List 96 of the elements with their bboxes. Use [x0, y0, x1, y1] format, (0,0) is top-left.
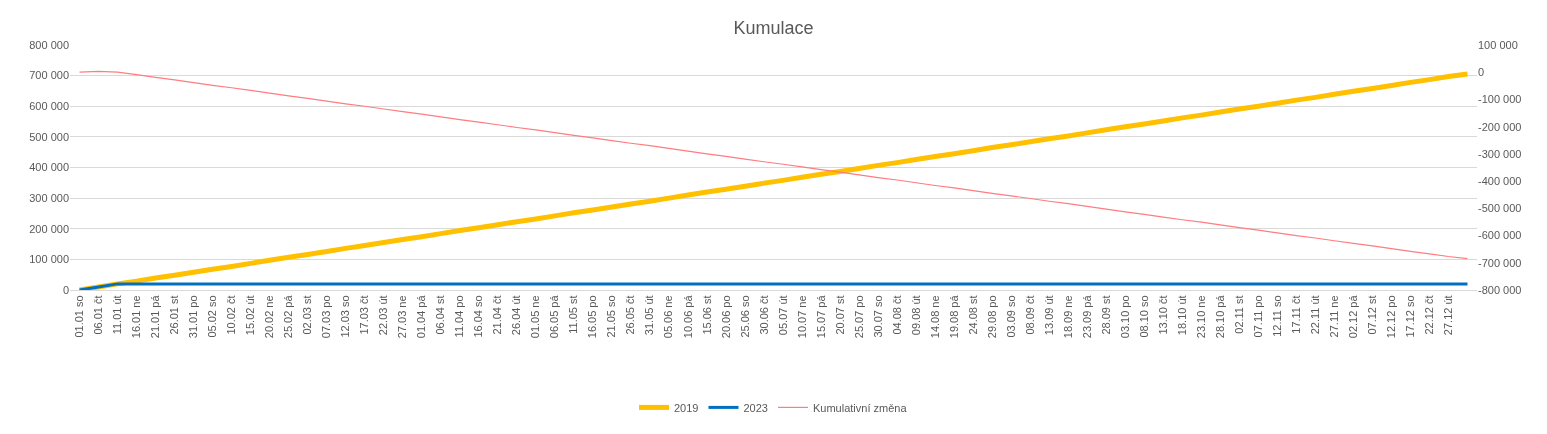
x-tick-label: 06.04 st [434, 295, 447, 335]
x-tick-label: 01.05 ne [529, 295, 542, 339]
x-tick-label: 17.12 so [1404, 295, 1417, 338]
x-tick-label: 08.10 so [1137, 295, 1150, 338]
x-tick-label: 16.01 ne [130, 295, 143, 339]
x-tick-label: 26.05 čt [624, 295, 637, 335]
x-tick-label: 15.06 st [700, 295, 713, 335]
x-tick-label: 06.05 pá [548, 294, 561, 339]
x-tick-label: 29.08 po [985, 295, 998, 339]
y-tick-label: 600 000 [29, 100, 69, 113]
chart-title: Kumulace [733, 18, 814, 39]
x-tick-label: 01.04 pá [415, 294, 428, 339]
x-tick-label: 28.09 st [1099, 295, 1112, 335]
x-tick-label: 01.01 so [73, 295, 86, 338]
y-tick-label: 700 000 [29, 69, 69, 82]
x-tick-label: 12.11 so [1270, 295, 1283, 337]
x-tick-label: 30.07 so [871, 295, 884, 338]
x-tick-label: 05.02 so [206, 295, 219, 338]
y-tick-label: 0 [62, 283, 69, 296]
x-tick-label: 04.08 čt [890, 295, 903, 335]
legend-label: Kumulativní změna [812, 401, 908, 414]
x-tick-label: 10.07 ne [795, 295, 808, 339]
y2-tick-label: 100 000 [1478, 38, 1518, 51]
x-tick-label: 20.02 ne [263, 295, 276, 339]
y2-tick-label: -400 000 [1478, 174, 1522, 187]
x-tick-label: 21.05 so [605, 295, 618, 338]
x-tick-label: 25.07 po [852, 295, 865, 339]
x-tick-label: 10.06 pá [681, 294, 694, 339]
y2-tick-label: -800 000 [1478, 283, 1522, 296]
x-tick-label: 19.08 pá [947, 294, 960, 339]
x-tick-label: 10.02 čt [225, 295, 238, 335]
x-tick-label: 21.04 čt [491, 295, 504, 335]
x-tick-label: 25.06 so [738, 295, 751, 338]
x-tick-label: 31.05 út [643, 295, 656, 336]
x-tick-label: 07.12 st [1366, 295, 1379, 335]
y2-tick-label: -500 000 [1478, 202, 1522, 215]
x-tick-label: 15.02 út [244, 295, 257, 336]
y2-tick-label: -300 000 [1478, 147, 1522, 160]
x-tick-label: 17.03 čt [358, 295, 371, 335]
x-tick-label: 30.06 čt [757, 295, 770, 335]
x-tick-label: 18.09 ne [1061, 295, 1074, 339]
x-tick-label: 31.01 po [187, 295, 200, 339]
y2-tick-label: -200 000 [1478, 120, 1522, 133]
y2-tick-label: 0 [1478, 66, 1485, 79]
x-tick-label: 27.12 út [1442, 295, 1455, 336]
y-tick-label: 100 000 [29, 253, 69, 266]
y2-tick-label: -100 000 [1478, 93, 1522, 106]
x-tick-label: 22.12 čt [1423, 295, 1436, 335]
x-tick-label: 22.11 út [1308, 295, 1321, 335]
x-tick-label: 07.11 po [1251, 295, 1264, 338]
x-tick-label: 14.08 ne [928, 295, 941, 339]
x-tick-label: 13.10 čt [1156, 295, 1169, 335]
x-tick-label: 16.04 so [472, 295, 485, 338]
x-tick-label: 25.02 pá [282, 294, 295, 339]
x-tick-label: 24.08 st [966, 295, 979, 335]
x-tick-label: 26.01 st [168, 295, 181, 335]
legend-label: 2019 [674, 401, 699, 414]
x-tick-label: 15.07 pá [814, 294, 827, 339]
x-tick-label: 22.03 út [377, 295, 390, 336]
x-tick-label: 27.11 ne [1327, 295, 1340, 338]
x-tick-label: 20.07 st [833, 295, 846, 335]
x-tick-label: 05.07 út [776, 295, 789, 336]
x-tick-label: 08.09 čt [1023, 295, 1036, 335]
x-tick-label: 02.11 st [1232, 295, 1245, 334]
x-tick-label: 17.11 čt [1289, 295, 1302, 334]
x-tick-label: 18.10 út [1175, 295, 1188, 336]
x-tick-label: 12.03 so [339, 295, 352, 338]
x-tick-label: 20.06 po [719, 295, 732, 339]
x-tick-label: 12.12 po [1385, 295, 1398, 339]
x-tick-label: 28.10 pá [1213, 294, 1226, 339]
x-tick-label: 02.03 st [301, 295, 314, 335]
y2-tick-label: -600 000 [1478, 229, 1522, 242]
y-tick-label: 300 000 [29, 191, 69, 204]
y2-tick-label: -700 000 [1478, 256, 1522, 269]
y-tick-label: 200 000 [29, 222, 69, 235]
x-tick-label: 16.05 po [586, 295, 599, 339]
x-tick-label: 11.04 po [453, 295, 466, 338]
x-tick-label: 03.10 po [1118, 295, 1131, 339]
y-tick-label: 500 000 [29, 130, 69, 143]
x-tick-label: 05.06 ne [662, 295, 675, 339]
x-tick-label: 03.09 so [1004, 295, 1017, 338]
legend-label: 2023 [743, 401, 768, 414]
y-tick-label: 400 000 [29, 161, 69, 174]
x-tick-label: 23.09 pá [1080, 294, 1093, 339]
x-tick-label: 11.01 út [111, 295, 124, 335]
y-tick-label: 800 000 [29, 38, 69, 51]
x-tick-label: 07.03 po [320, 295, 333, 339]
x-tick-label: 06.01 čt [92, 295, 105, 335]
x-tick-label: 13.09 út [1042, 295, 1055, 336]
x-tick-label: 09.08 út [909, 295, 922, 336]
x-tick-label: 02.12 pá [1346, 294, 1359, 339]
x-tick-label: 11.05 st [567, 295, 580, 334]
x-tick-label: 23.10 ne [1194, 295, 1207, 339]
x-tick-label: 26.04 út [510, 295, 523, 336]
x-tick-label: 27.03 ne [396, 295, 409, 339]
x-tick-label: 21.01 pá [149, 294, 162, 339]
